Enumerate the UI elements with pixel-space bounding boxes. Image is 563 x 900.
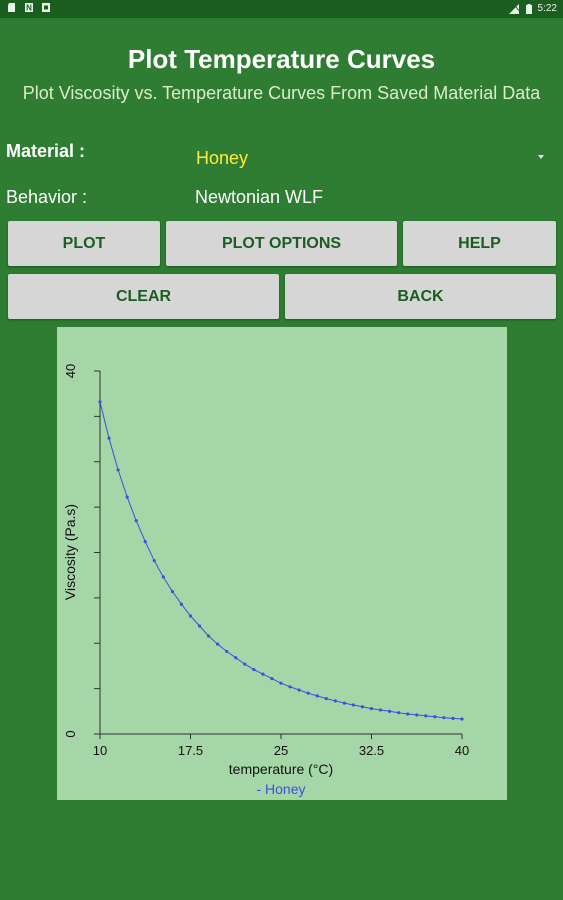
data-point <box>116 468 120 472</box>
data-point <box>415 713 419 717</box>
data-point <box>460 717 464 721</box>
data-point <box>161 575 165 579</box>
page-title: Plot Temperature Curves <box>127 44 436 74</box>
legend-entry-honey: - Honey <box>256 781 305 797</box>
y-tick-label: 40 <box>63 364 78 378</box>
data-point <box>216 642 220 646</box>
data-point <box>279 681 283 685</box>
data-point <box>397 711 401 715</box>
data-point <box>324 697 328 701</box>
data-point <box>342 701 346 705</box>
data-point <box>261 672 265 676</box>
help-button[interactable]: HELP <box>403 221 556 266</box>
status-bar: N 5:22 <box>0 0 563 18</box>
data-point <box>388 709 392 713</box>
behavior-value: Newtonian WLF <box>195 187 324 207</box>
data-point <box>351 703 355 707</box>
data-point <box>234 656 238 660</box>
data-point <box>252 667 256 672</box>
data-point <box>270 677 274 681</box>
data-point <box>288 685 292 689</box>
material-label: Material : <box>6 141 86 161</box>
data-point <box>98 400 102 404</box>
page-subtitle: Plot Viscosity vs. Temperature Curves Fr… <box>22 83 541 103</box>
y-tick-label: 0 <box>63 730 78 737</box>
battery-icon <box>525 3 532 14</box>
data-point <box>360 705 365 709</box>
data-point <box>207 634 211 638</box>
svg-text:N: N <box>26 4 32 13</box>
data-point <box>451 716 455 720</box>
n-notification-icon: N <box>25 3 33 12</box>
x-tick-label: 17.5 <box>178 743 203 758</box>
data-point <box>378 708 383 712</box>
data-point <box>225 649 229 654</box>
data-point <box>197 624 202 628</box>
square-notification-icon <box>42 3 50 12</box>
data-point <box>406 712 410 716</box>
back-button[interactable]: BACK <box>285 274 556 319</box>
data-point <box>424 714 428 718</box>
data-point <box>125 495 129 499</box>
data-point <box>134 519 138 523</box>
x-tick-label: 40 <box>455 743 469 758</box>
chart-panel: 0 40 10 17.5 25 32.5 40 Viscosity (Pa.s) tempe… <box>57 327 507 800</box>
data-point <box>297 688 301 692</box>
status-time: 5:22 <box>537 3 557 14</box>
data-point <box>188 614 193 618</box>
x-tick-label: 10 <box>93 743 107 758</box>
data-point <box>433 715 437 719</box>
data-point <box>306 691 310 695</box>
plot-button[interactable]: PLOT <box>8 221 160 266</box>
data-point <box>143 540 147 544</box>
clear-button[interactable]: CLEAR <box>8 274 279 319</box>
x-tick-label: 32.5 <box>359 743 384 758</box>
data-point <box>170 589 174 594</box>
signal-icon <box>508 3 520 14</box>
behavior-label: Behavior : <box>6 187 88 207</box>
data-point <box>315 694 319 698</box>
viscosity-temperature-chart: 0 40 10 17.5 25 32.5 40 Viscosity (Pa.s) tempe… <box>62 364 469 797</box>
data-point <box>179 602 184 606</box>
material-value: Honey <box>196 148 249 168</box>
x-tick-label: 25 <box>274 743 288 758</box>
dropdown-arrow-icon <box>538 155 544 159</box>
data-point <box>243 662 247 666</box>
data-point <box>333 699 337 703</box>
x-axis-label: temperature (°C) <box>229 761 333 777</box>
data-point <box>442 716 446 720</box>
material-spinner[interactable]: Honey <box>190 145 556 171</box>
y-axis-label: Viscosity (Pa.s) <box>62 504 78 600</box>
data-point <box>107 436 111 440</box>
plot-options-button[interactable]: PLOT OPTIONS <box>166 221 397 266</box>
data-point <box>152 559 156 563</box>
sd-card-icon <box>8 3 15 12</box>
data-point <box>369 706 374 711</box>
